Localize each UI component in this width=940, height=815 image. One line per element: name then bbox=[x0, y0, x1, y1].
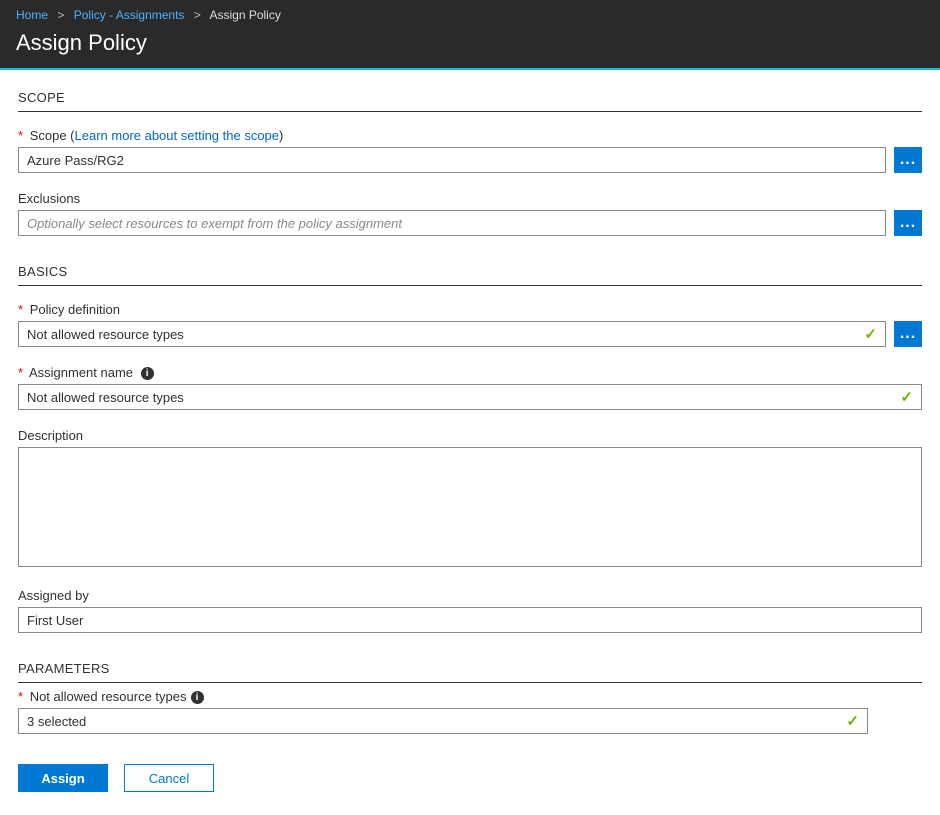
description-field: Description bbox=[18, 428, 922, 570]
scope-picker-button[interactable]: ... bbox=[894, 147, 922, 173]
content-area: SCOPE * Scope (Learn more about setting … bbox=[0, 70, 940, 812]
required-icon: * bbox=[18, 128, 23, 143]
breadcrumb-home[interactable]: Home bbox=[16, 8, 48, 22]
exclusions-input[interactable] bbox=[18, 210, 886, 236]
scope-label-prefix: Scope ( bbox=[30, 128, 75, 143]
breadcrumb-policy-assignments[interactable]: Policy - Assignments bbox=[74, 8, 185, 22]
policy-definition-value: Not allowed resource types bbox=[27, 327, 184, 342]
required-icon: * bbox=[18, 365, 23, 380]
exclusions-label: Exclusions bbox=[18, 191, 922, 206]
check-icon: ✓ bbox=[846, 712, 859, 730]
assigned-by-input[interactable] bbox=[18, 607, 922, 633]
assigned-by-field: Assigned by bbox=[18, 588, 922, 633]
not-allowed-types-value: 3 selected bbox=[27, 714, 86, 729]
section-heading-basics: BASICS bbox=[18, 264, 922, 286]
page-title: Assign Policy bbox=[0, 26, 940, 68]
exclusions-picker-button[interactable]: ... bbox=[894, 210, 922, 236]
description-textarea[interactable] bbox=[18, 447, 922, 567]
breadcrumb: Home > Policy - Assignments > Assign Pol… bbox=[0, 0, 940, 26]
breadcrumb-current: Assign Policy bbox=[209, 8, 280, 22]
assignment-name-label: * Assignment name i bbox=[18, 365, 922, 380]
not-allowed-types-field: * Not allowed resource typesi 3 selected… bbox=[18, 689, 922, 734]
not-allowed-types-select[interactable]: 3 selected ✓ bbox=[18, 708, 868, 734]
assign-button[interactable]: Assign bbox=[18, 764, 108, 792]
check-icon: ✓ bbox=[864, 325, 877, 343]
scope-label-suffix: ) bbox=[279, 128, 283, 143]
required-icon: * bbox=[18, 689, 23, 704]
exclusions-field: Exclusions ... bbox=[18, 191, 922, 236]
assigned-by-label: Assigned by bbox=[18, 588, 922, 603]
scope-field: * Scope (Learn more about setting the sc… bbox=[18, 128, 922, 173]
info-icon[interactable]: i bbox=[191, 691, 204, 704]
breadcrumb-sep-icon: > bbox=[57, 8, 64, 22]
info-icon[interactable]: i bbox=[141, 367, 154, 380]
scope-label: * Scope (Learn more about setting the sc… bbox=[18, 128, 922, 143]
assignment-name-input[interactable]: Not allowed resource types ✓ bbox=[18, 384, 922, 410]
policy-definition-field: * Policy definition Not allowed resource… bbox=[18, 302, 922, 347]
scope-learn-more-link[interactable]: Learn more about setting the scope bbox=[75, 128, 280, 143]
policy-definition-input[interactable]: Not allowed resource types ✓ bbox=[18, 321, 886, 347]
breadcrumb-sep-icon: > bbox=[194, 8, 201, 22]
cancel-button[interactable]: Cancel bbox=[124, 764, 214, 792]
assignment-name-value: Not allowed resource types bbox=[27, 390, 184, 405]
assignment-name-field: * Assignment name i Not allowed resource… bbox=[18, 365, 922, 410]
section-heading-scope: SCOPE bbox=[18, 90, 922, 112]
header-bar: Home > Policy - Assignments > Assign Pol… bbox=[0, 0, 940, 70]
footer-buttons: Assign Cancel bbox=[18, 764, 922, 792]
not-allowed-types-label: * Not allowed resource typesi bbox=[18, 689, 922, 704]
check-icon: ✓ bbox=[900, 388, 913, 406]
description-label: Description bbox=[18, 428, 922, 443]
required-icon: * bbox=[18, 302, 23, 317]
section-heading-parameters: PARAMETERS bbox=[18, 661, 922, 683]
policy-definition-picker-button[interactable]: ... bbox=[894, 321, 922, 347]
policy-definition-label: * Policy definition bbox=[18, 302, 922, 317]
scope-input[interactable] bbox=[18, 147, 886, 173]
